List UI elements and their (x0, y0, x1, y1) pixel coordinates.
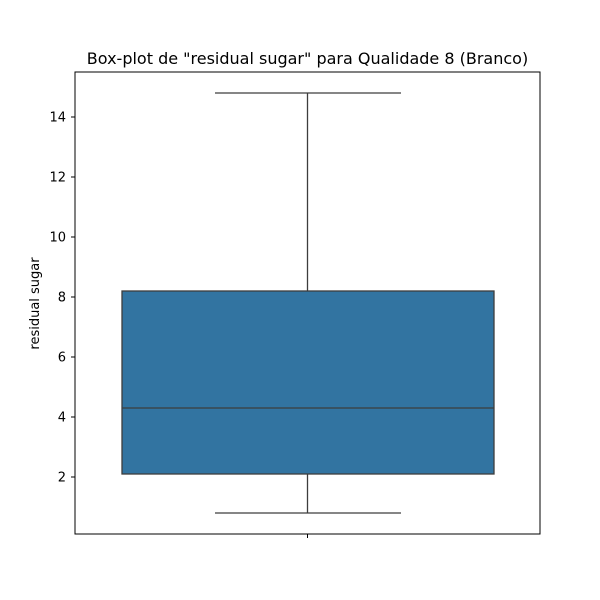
y-tick-label: 8 (58, 291, 66, 306)
chart-title: Box-plot de "residual sugar" para Qualid… (87, 49, 528, 68)
plot-area: 2 4 6 8 10 12 14 (49, 71, 541, 538)
y-tick-label: 10 (49, 231, 66, 246)
y-axis-label: residual sugar (28, 257, 43, 350)
y-tick-label: 4 (58, 411, 66, 426)
iqr-box (121, 290, 495, 475)
y-tick-label: 12 (49, 171, 66, 186)
y-tick-label: 14 (49, 111, 66, 126)
y-tick-label: 6 (58, 351, 66, 366)
y-tick-label: 2 (58, 471, 66, 486)
